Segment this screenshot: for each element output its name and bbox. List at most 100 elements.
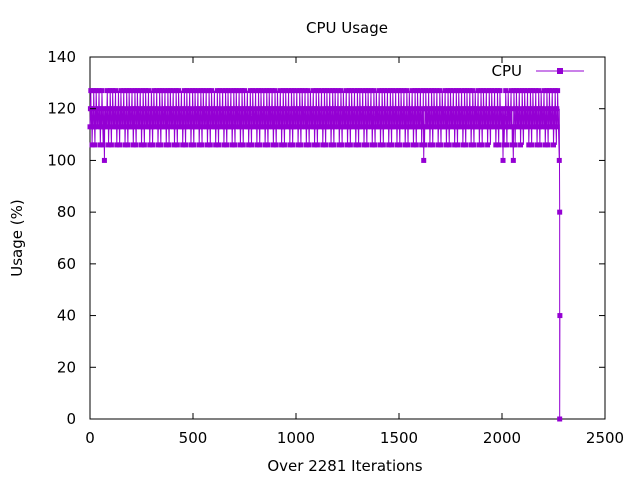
x-tick-label: 1500 (380, 429, 418, 447)
data-point-cpu (206, 124, 212, 130)
data-point-cpu (500, 124, 506, 130)
data-point-cpu (525, 88, 531, 94)
data-point-cpu (515, 124, 521, 130)
data-point-cpu (207, 142, 213, 148)
data-point-cpu (287, 142, 293, 148)
data-point-cpu (137, 88, 143, 94)
data-point-cpu (422, 142, 428, 148)
data-point-cpu (510, 157, 516, 163)
data-point-cpu (319, 88, 325, 94)
data-point-cpu (485, 124, 491, 130)
data-point-cpu (463, 142, 469, 148)
data-point-cpu (473, 106, 479, 112)
data-point-cpu (196, 142, 202, 148)
plot-area: 0 500 1000 1500 2000 2500 0 20 40 60 80 100 120 140 (47, 48, 624, 447)
data-point-cpu (548, 106, 554, 112)
data-point-cpu (368, 88, 374, 94)
data-point-cpu (200, 88, 206, 94)
data-point-cpu (180, 142, 186, 148)
data-point-cpu (327, 88, 333, 94)
data-point-cpu (533, 88, 539, 94)
data-point-cpu (317, 106, 323, 112)
data-point-cpu (217, 88, 223, 94)
data-point-cpu (338, 88, 344, 94)
data-point-cpu (248, 106, 254, 112)
data-point-cpu (350, 106, 356, 112)
data-point-cpu (328, 142, 334, 148)
data-point-cpu (554, 106, 560, 112)
data-point-cpu (265, 142, 271, 148)
data-point-cpu (253, 88, 259, 94)
data-point-cpu (125, 142, 131, 148)
data-point-cpu (407, 106, 413, 112)
data-point-cpu (434, 124, 440, 130)
data-point-cpu (468, 142, 474, 148)
data-point-cpu (489, 88, 495, 94)
data-point-cpu (542, 106, 548, 112)
data-point-cpu (316, 88, 322, 94)
data-point-cpu (347, 106, 353, 112)
data-point-cpu (401, 124, 407, 130)
data-point-cpu (376, 88, 382, 94)
data-point-cpu (551, 124, 557, 130)
data-point-cpu (278, 124, 284, 130)
data-point-cpu (147, 142, 153, 148)
data-point-cpu (384, 88, 390, 94)
data-point-cpu (249, 142, 255, 148)
data-point-cpu (299, 88, 305, 94)
data-point-cpu (365, 88, 371, 94)
data-point-cpu (401, 106, 407, 112)
data-point-cpu (426, 88, 432, 94)
data-point-cpu (266, 88, 272, 94)
data-point-cpu (101, 157, 107, 163)
data-point-cpu (542, 142, 548, 148)
data-point-cpu (515, 106, 521, 112)
data-point-cpu (221, 142, 227, 148)
data-point-cpu (410, 106, 416, 112)
data-point-cpu (314, 142, 320, 148)
data-point-cpu (485, 142, 491, 148)
data-point-cpu (389, 106, 395, 112)
data-point-cpu (299, 124, 305, 130)
data-point-cpu (203, 88, 209, 94)
data-point-cpu (290, 142, 296, 148)
data-point-cpu (96, 88, 102, 94)
data-point-cpu (394, 142, 400, 148)
data-point-cpu (182, 106, 188, 112)
data-point-cpu (428, 106, 434, 112)
data-point-cpu (536, 88, 542, 94)
data-point-cpu (170, 88, 176, 94)
data-point-cpu (352, 88, 358, 94)
data-point-cpu (242, 106, 248, 112)
data-point-cpu (488, 106, 494, 112)
data-point-cpu (104, 88, 110, 94)
data-point-cpu (364, 142, 370, 148)
data-point-cpu (275, 106, 281, 112)
data-point-cpu (423, 88, 429, 94)
data-point-cpu (143, 106, 149, 112)
data-point-cpu (479, 142, 485, 148)
data-point-cpu (128, 124, 134, 130)
data-point-cpu (218, 106, 224, 112)
data-point-cpu (166, 142, 172, 148)
data-point-cpu (171, 142, 177, 148)
data-point-cpu (331, 142, 337, 148)
data-point-cpu (194, 124, 200, 130)
data-point-cpu (295, 142, 301, 148)
data-point-cpu (197, 106, 203, 112)
data-point-cpu (95, 124, 101, 130)
data-point-cpu (398, 124, 404, 130)
data-point-cpu (497, 88, 503, 94)
data-point-cpu (392, 124, 398, 130)
data-point-cpu (464, 124, 470, 130)
data-point-cpu (443, 142, 449, 148)
data-point-cpu (312, 142, 318, 148)
data-point-cpu (326, 124, 332, 130)
data-point-cpu (353, 124, 359, 130)
data-point-cpu (260, 124, 266, 130)
data-point-cpu (360, 88, 366, 94)
data-point-cpu (464, 88, 470, 94)
data-point-cpu (290, 106, 296, 112)
data-point-cpu (415, 88, 421, 94)
data-point-cpu (296, 106, 302, 112)
